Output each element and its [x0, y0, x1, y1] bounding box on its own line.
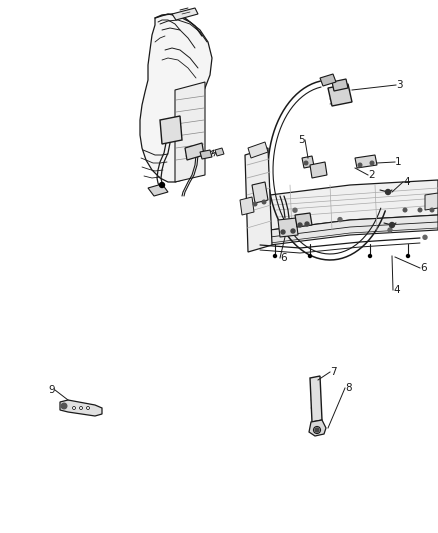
- Text: 5: 5: [298, 135, 305, 145]
- Polygon shape: [328, 84, 352, 106]
- Polygon shape: [185, 143, 204, 160]
- Circle shape: [368, 254, 371, 257]
- Polygon shape: [425, 193, 438, 210]
- Circle shape: [338, 217, 342, 222]
- Text: 2: 2: [368, 170, 374, 180]
- Polygon shape: [172, 8, 198, 20]
- Text: 6: 6: [280, 253, 286, 263]
- Polygon shape: [215, 148, 224, 156]
- Text: 3: 3: [396, 80, 403, 90]
- Circle shape: [273, 254, 276, 257]
- Circle shape: [389, 222, 395, 228]
- Polygon shape: [295, 213, 312, 227]
- Circle shape: [293, 208, 297, 212]
- Circle shape: [403, 208, 407, 212]
- Polygon shape: [240, 197, 254, 215]
- Polygon shape: [310, 162, 327, 178]
- Circle shape: [61, 403, 67, 409]
- Text: 9: 9: [48, 385, 55, 395]
- Circle shape: [308, 254, 311, 257]
- Polygon shape: [200, 150, 212, 159]
- Circle shape: [388, 228, 392, 232]
- Circle shape: [298, 223, 302, 227]
- Circle shape: [73, 407, 75, 409]
- Circle shape: [86, 407, 89, 409]
- Polygon shape: [302, 156, 314, 168]
- Circle shape: [253, 202, 257, 206]
- Polygon shape: [148, 184, 168, 196]
- Circle shape: [358, 163, 362, 167]
- Circle shape: [385, 190, 391, 195]
- Circle shape: [423, 235, 427, 239]
- Circle shape: [305, 222, 309, 226]
- Text: 1: 1: [395, 157, 402, 167]
- Circle shape: [406, 254, 410, 257]
- Circle shape: [315, 428, 319, 432]
- Text: 7: 7: [330, 367, 337, 377]
- Polygon shape: [332, 79, 348, 91]
- Circle shape: [370, 161, 374, 165]
- Circle shape: [281, 230, 285, 234]
- Circle shape: [314, 426, 321, 433]
- Text: 4: 4: [393, 285, 399, 295]
- Polygon shape: [60, 400, 102, 416]
- Circle shape: [159, 182, 165, 188]
- Polygon shape: [355, 155, 377, 168]
- Polygon shape: [309, 420, 326, 436]
- Circle shape: [80, 407, 82, 409]
- Polygon shape: [248, 142, 268, 158]
- Polygon shape: [270, 180, 438, 230]
- Polygon shape: [245, 148, 272, 252]
- Circle shape: [304, 161, 308, 165]
- Text: 6: 6: [420, 263, 427, 273]
- Circle shape: [291, 229, 295, 233]
- Polygon shape: [310, 376, 322, 422]
- Circle shape: [262, 200, 266, 204]
- Polygon shape: [140, 14, 212, 182]
- Text: 8: 8: [345, 383, 352, 393]
- Polygon shape: [160, 116, 182, 144]
- Circle shape: [430, 208, 434, 212]
- Polygon shape: [270, 215, 438, 245]
- Polygon shape: [278, 218, 298, 237]
- Polygon shape: [320, 74, 336, 86]
- Circle shape: [418, 208, 422, 212]
- Polygon shape: [252, 182, 268, 203]
- Text: 4: 4: [403, 177, 410, 187]
- Polygon shape: [175, 82, 205, 182]
